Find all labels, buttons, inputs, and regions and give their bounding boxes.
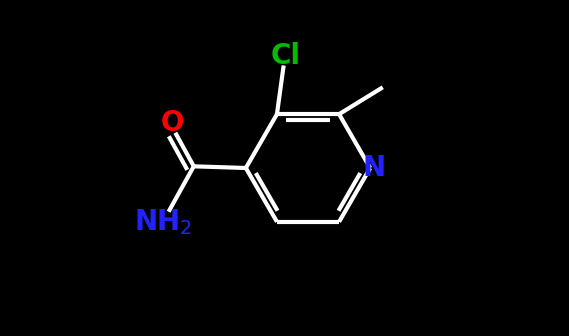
Text: Cl: Cl [270, 42, 300, 70]
Text: NH$_2$: NH$_2$ [134, 208, 193, 237]
Text: O: O [160, 109, 184, 137]
Text: N: N [362, 154, 386, 182]
